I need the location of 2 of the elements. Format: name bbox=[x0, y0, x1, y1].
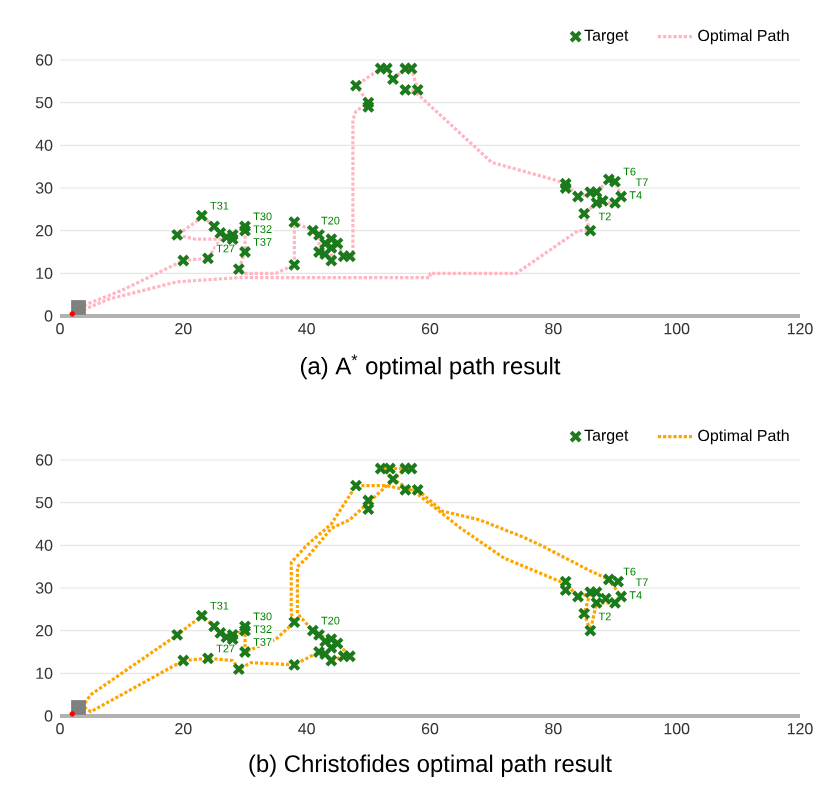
text: (a) A$^{*}$ optimal path result bbox=[300, 354, 561, 380]
text: (b) Christofides optimal path result bbox=[249, 754, 612, 777]
